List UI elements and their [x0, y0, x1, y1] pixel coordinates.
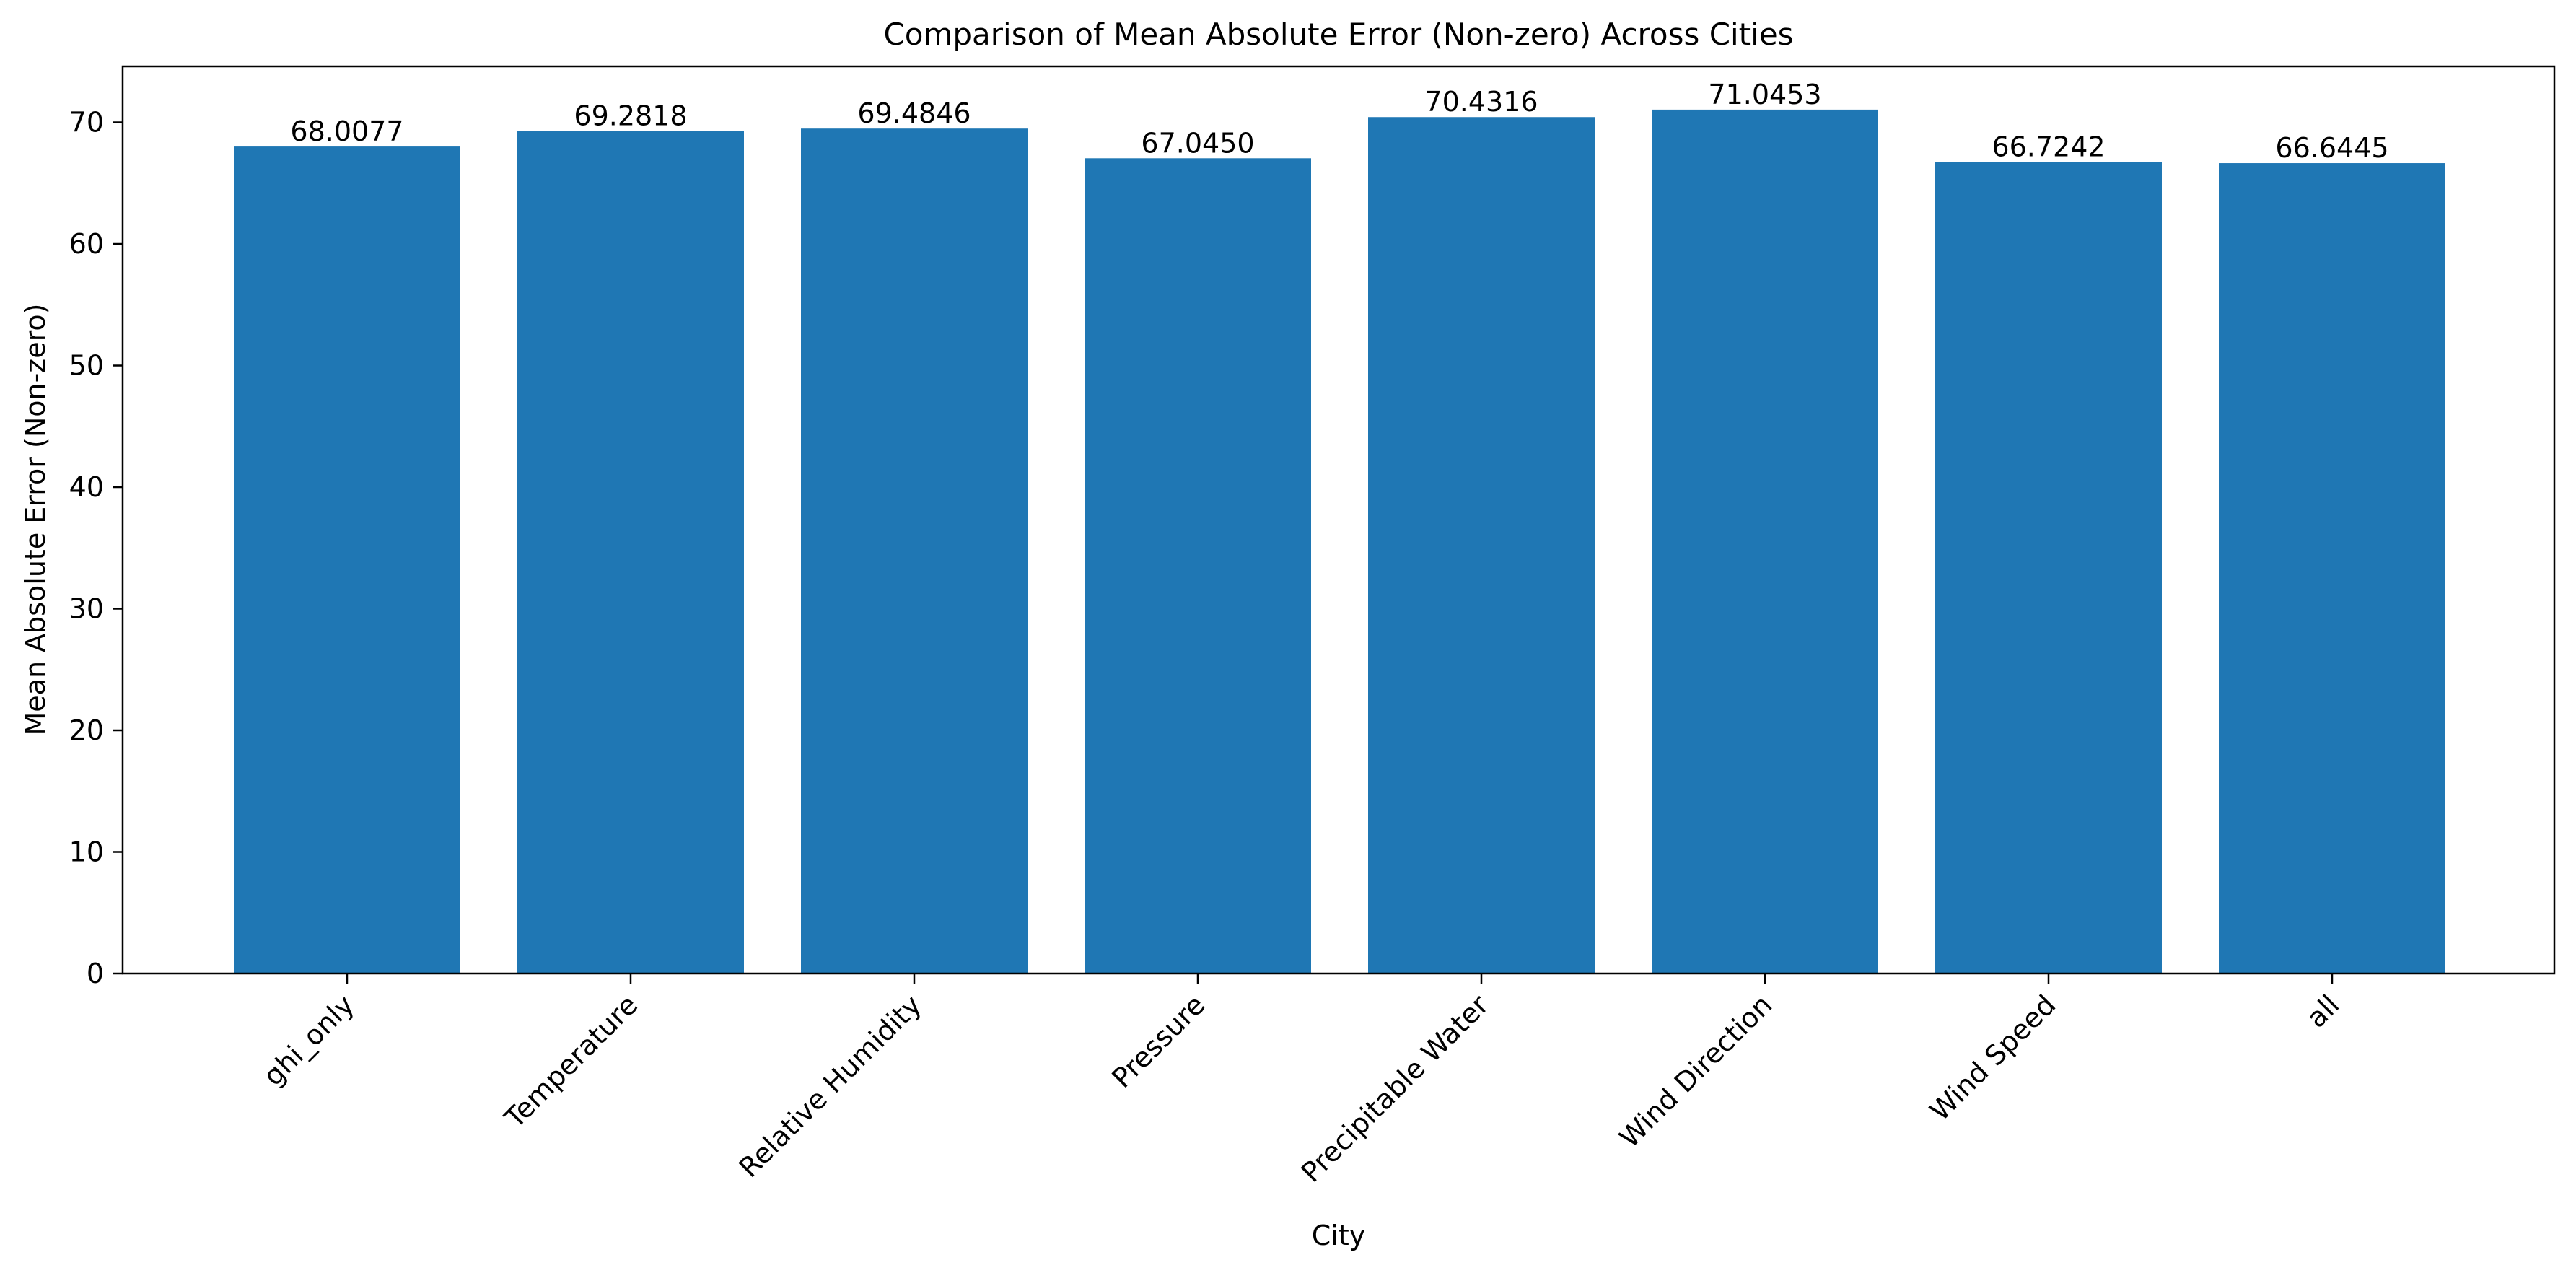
bar-5 — [1652, 109, 1878, 974]
bar-4 — [1368, 117, 1595, 974]
bars-layer — [234, 109, 2445, 974]
y-tick-label: 30 — [69, 593, 104, 625]
x-tick-label: Wind Speed — [1924, 989, 2062, 1127]
bar-3 — [1085, 158, 1311, 974]
x-tick-label: Relative Humidity — [733, 989, 928, 1184]
x-tick-label: Pressure — [1106, 989, 1212, 1094]
bar-value-label: 69.2818 — [574, 100, 687, 132]
x-tick-label: ghi_only — [257, 989, 360, 1092]
x-tick-label: all — [2300, 989, 2346, 1034]
bar-0 — [234, 146, 460, 974]
bar-2 — [801, 128, 1028, 974]
x-tick-label: Precipitable Water — [1295, 989, 1495, 1189]
y-axis-label: Mean Absolute Error (Non-zero) — [19, 304, 51, 736]
y-tick-label: 0 — [87, 958, 104, 989]
y-tick-label: 50 — [69, 350, 104, 382]
x-tick-label: Temperature — [498, 989, 644, 1134]
bar-1 — [517, 131, 744, 974]
bar-value-label: 67.0450 — [1141, 127, 1254, 159]
bar-value-label: 70.4316 — [1424, 86, 1538, 118]
bar-value-label: 68.0077 — [290, 115, 403, 147]
bar-value-label: 66.7242 — [1992, 131, 2105, 163]
y-tick-label: 70 — [69, 107, 104, 139]
bar-7 — [2219, 163, 2445, 974]
bar-value-label: 71.0453 — [1708, 79, 1821, 110]
y-tick-label: 10 — [69, 836, 104, 868]
axes-layer — [113, 65, 2556, 984]
x-tick-label: Wind Direction — [1613, 989, 1779, 1154]
chart-title: Comparison of Mean Absolute Error (Non-z… — [883, 17, 1793, 52]
y-tick-label: 60 — [69, 228, 104, 260]
bar-6 — [1935, 162, 2162, 974]
bar-value-label: 66.6445 — [2275, 132, 2388, 164]
x-axis-label: City — [1312, 1220, 1365, 1251]
bar-value-label: 69.4846 — [857, 97, 971, 129]
plot-frame — [121, 65, 2556, 975]
y-tick-label: 40 — [69, 471, 104, 503]
y-tick-label: 20 — [69, 714, 104, 746]
